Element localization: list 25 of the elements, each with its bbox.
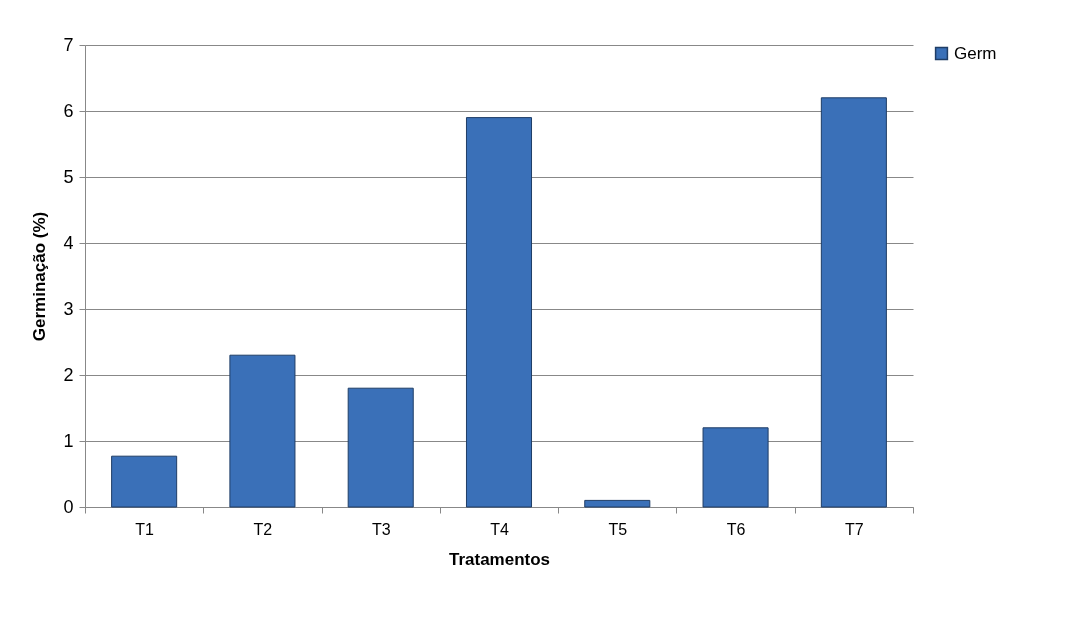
y-tick-label: 5 — [63, 166, 74, 187]
bar — [584, 499, 651, 508]
bar — [702, 427, 769, 508]
y-tick-label: 2 — [63, 364, 74, 385]
x-axis-title: Tratamentos — [448, 549, 551, 569]
x-tick-label: T2 — [253, 520, 273, 538]
y-tick-label: 3 — [63, 298, 74, 319]
x-tick-label: T5 — [608, 520, 628, 538]
y-tick-label: 6 — [63, 100, 74, 121]
bar — [111, 455, 178, 508]
x-tick-label: T6 — [726, 520, 746, 538]
bar — [229, 354, 296, 508]
y-tick-label: 0 — [63, 496, 74, 517]
bar — [465, 117, 533, 508]
y-axis-title: Germinação (%) — [30, 211, 50, 342]
y-tick-label: 1 — [63, 430, 74, 451]
y-tick-label: 7 — [63, 34, 74, 55]
x-tick-label: T1 — [135, 520, 155, 538]
y-tick-label: 4 — [63, 232, 74, 253]
legend-label: Germ — [954, 43, 997, 63]
bar — [820, 97, 887, 508]
x-tick-label: T7 — [845, 520, 864, 538]
x-tick-label: T4 — [490, 520, 509, 538]
x-tick-label: T3 — [371, 520, 391, 538]
bar — [347, 387, 414, 508]
